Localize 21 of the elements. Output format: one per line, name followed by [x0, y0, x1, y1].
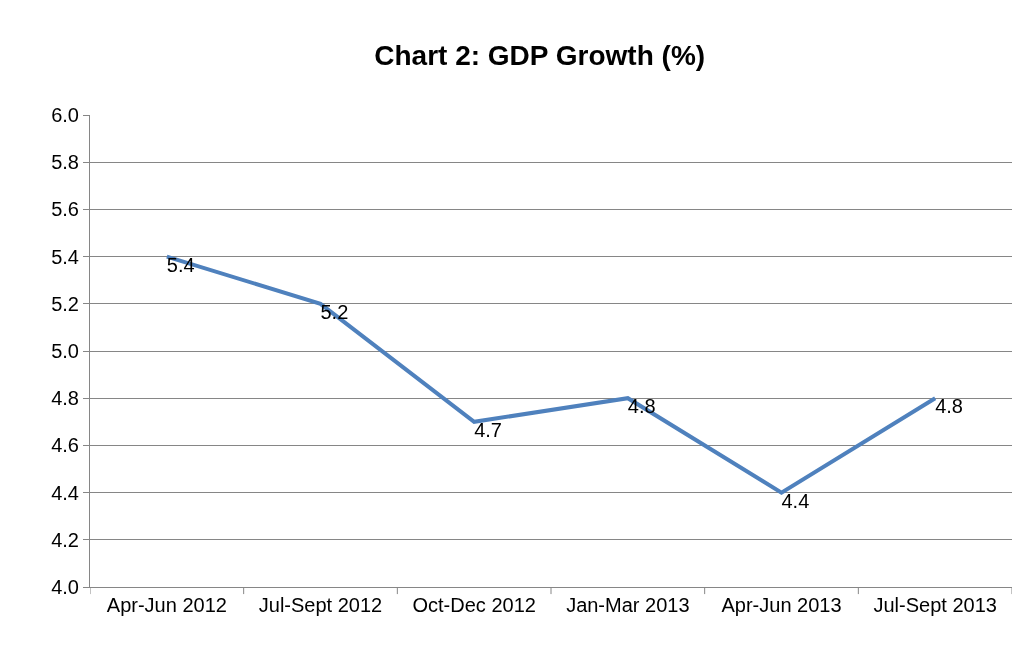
- y-tick-label: 4.8: [51, 387, 79, 410]
- y-tick-label: 5.0: [51, 340, 79, 362]
- y-tick-label: 5.2: [51, 292, 79, 315]
- x-tick-label: Jan-Mar 2013: [566, 594, 690, 616]
- x-tick-label: Jul-Sept 2013: [873, 594, 997, 616]
- x-tick-label: Apr-Jun 2013: [721, 594, 842, 616]
- y-tick-label: 6.0: [51, 104, 79, 126]
- y-tick-label: 4.6: [51, 434, 79, 457]
- chart-title: Chart 2: GDP Growth (%): [374, 39, 706, 71]
- y-tick-label: 4.4: [51, 481, 79, 504]
- y-tick-label: 4.2: [51, 528, 79, 551]
- y-tick-label: 5.8: [51, 151, 79, 174]
- data-label: 4.8: [935, 395, 963, 418]
- y-tick-label: 4.0: [51, 576, 79, 598]
- data-label: 4.7: [474, 418, 502, 441]
- x-tick-label: Jul-Sept 2012: [258, 594, 383, 616]
- x-tick-label: Apr-Jun 2012: [106, 594, 227, 616]
- y-tick-label: 5.6: [51, 198, 79, 221]
- data-label: 4.4: [781, 489, 810, 512]
- y-tick-label: 5.4: [51, 245, 79, 268]
- x-tick-label: Oct-Dec 2012: [412, 594, 536, 616]
